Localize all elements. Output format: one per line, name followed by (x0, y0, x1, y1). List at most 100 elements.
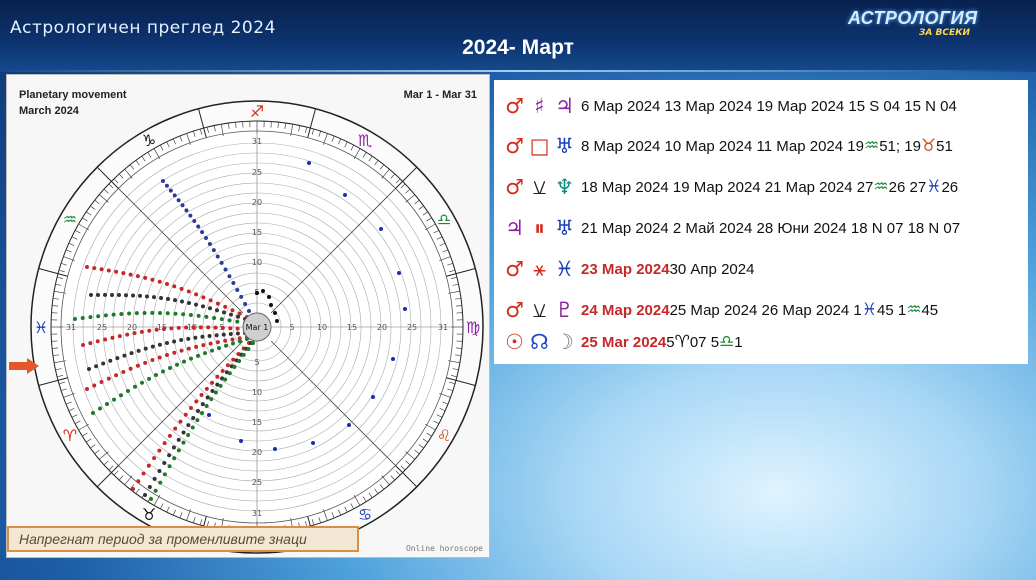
cancer-icon: ♋ (358, 505, 372, 524)
taurus-icon: ♉ (920, 136, 937, 156)
scale-label: 20 (252, 448, 262, 457)
semisquare-icon: ⚺ (532, 175, 547, 199)
aspect-row-3: ♂ ⚺ ♆ 18 Мар 2024 19 Мар 2024 21 Мар 202… (502, 175, 958, 199)
presentation-title: Астрологичен преглед 2024 (10, 18, 276, 38)
scale-label: 25 (407, 323, 417, 332)
aspect-row-1: ♂ ♯ ♃ 6 Мар 2024 13 Мар 2024 19 Мар 2024… (502, 94, 957, 118)
aquarius-icon: ♒ (863, 136, 880, 156)
chart-footer: Online horoscope (405, 544, 483, 553)
aspect-degree: 26 (941, 178, 959, 196)
moon-icon: ☽ (555, 330, 574, 354)
aspects-panel: ♂ ♯ ♃ 6 Мар 2024 13 Мар 2024 19 Мар 2024… (494, 80, 1028, 364)
scale-label: 31 (66, 323, 76, 332)
aspect-degree: 07 5 (689, 333, 720, 351)
parallel-icon: ♯ (534, 94, 545, 118)
libra-icon: ♎ (437, 210, 451, 229)
chart-center-label: Mar 1 (246, 323, 269, 332)
aspect-row-4: ♃ ⏸ ♅ 21 Мар 2024 2 Май 2024 28 Юни 2024… (502, 216, 960, 240)
mars-icon: ♂ (505, 94, 524, 118)
sun-icon: ☉ (505, 330, 524, 354)
chart-subtitle: March 2024 (19, 105, 79, 117)
aries-icon: ♈ (674, 332, 690, 352)
scale-label: 25 (252, 478, 262, 487)
libra-icon: ♎ (719, 332, 735, 352)
scale-label: 10 (252, 258, 262, 267)
virgo-icon: ♍ (466, 318, 480, 337)
scale-label: 10 (317, 323, 327, 332)
aspect-exact-date: 25 Маr 2024 (581, 333, 667, 351)
aspect-dates: 30 Апр 2024 (669, 260, 755, 278)
square-icon: □ (529, 134, 550, 158)
scorpio-icon: ♏ (358, 131, 372, 150)
pisces-icon: ♓ (861, 300, 877, 320)
scale-label: 5 (254, 358, 259, 367)
zodiac-wheel: 3131313125252525202020201515151510101010… (30, 100, 484, 554)
scale-label: 25 (252, 168, 262, 177)
chart-title: Planetary movement (19, 89, 127, 101)
pisces-icon: ♓ (34, 318, 48, 337)
mars-icon: ♂ (505, 257, 524, 281)
brand-logo: АСТРОЛОГИЯ ЗА ВСЕКИ (848, 8, 978, 42)
semisquare-icon: ⚺ (532, 298, 547, 322)
aspect-exact-date: 24 Мар 2024 (581, 301, 670, 319)
aspect-degree: 51 (936, 137, 953, 155)
aspect-degree: 1 (734, 333, 743, 351)
scale-label: 31 (252, 509, 262, 518)
jupiter-icon: ♃ (555, 94, 574, 118)
aspect-dates: 5 (666, 333, 675, 351)
logo-subtext: ЗА ВСЕКИ (919, 28, 970, 38)
aspect-dates: 21 Мар 2024 2 Май 2024 28 Юни 2024 18 N … (581, 219, 961, 237)
scale-label: 15 (347, 323, 357, 332)
scale-label: 20 (252, 198, 262, 207)
node-icon: ☊ (530, 330, 549, 354)
scale-label: 25 (97, 323, 107, 332)
aries-icon: ♈ (63, 426, 77, 445)
scale-label: 15 (252, 418, 262, 427)
aspect-degree: 45 1 (876, 301, 907, 319)
pluto-icon: ♇ (555, 298, 574, 322)
aspect-dates: 6 Мар 2024 13 Мар 2024 19 Мар 2024 15 S … (581, 97, 957, 115)
planetary-chart-panel: Planetary movement March 2024 Mar 1 - Ma… (6, 74, 490, 558)
capricorn-icon: ♑ (142, 131, 156, 150)
parallel-icon: ⏸ (534, 216, 545, 240)
aspect-degree: 45 (921, 301, 939, 319)
leo-icon: ♌ (437, 426, 451, 445)
uranus-icon: ♅ (555, 134, 574, 158)
pisces-icon: ♓ (926, 177, 942, 197)
header-band (0, 0, 1036, 72)
aspect-row-7: ☉ ☊ ☽ 25 Маr 2024 5 ♈ 07 5 ♎ 1 (502, 330, 743, 354)
jupiter-icon: ♃ (505, 216, 524, 240)
uranus-icon: ♅ (555, 216, 574, 240)
aspect-row-5: ♂ ⚹ ♓ 23 Мар 2024 30 Апр 2024 (502, 257, 754, 281)
pisces-icon: ♓ (555, 257, 574, 281)
scale-label: 31 (438, 323, 448, 332)
aspect-row-6: ♂ ⚺ ♇ 24 Мар 2024 25 Мар 2024 26 Мар 202… (502, 298, 938, 322)
slide-title: 2024- Март (462, 36, 574, 59)
aspect-exact-date: 23 Мар 2024 (581, 260, 670, 278)
pointer-arrow-icon (9, 358, 39, 374)
scale-label: 5 (289, 323, 294, 332)
scale-label: 20 (377, 323, 387, 332)
aquarius-icon: ♒ (63, 210, 77, 229)
aspect-dates: 18 Мар 2024 19 Мар 2024 21 Мар 2024 27 (581, 178, 874, 196)
neptune-icon: ♆ (555, 175, 574, 199)
aspect-degree: 26 27 (888, 178, 927, 196)
sagittarius-icon: ♐ (250, 102, 264, 121)
logo-text: АСТРОЛОГИЯ (848, 8, 978, 28)
scale-label: 10 (252, 388, 262, 397)
scale-label: 20 (127, 323, 137, 332)
aquarius-icon: ♒ (873, 177, 889, 197)
mars-icon: ♂ (505, 134, 524, 158)
aspect-row-2: ♂ □ ♅ 8 Мар 2024 10 Мар 2024 11 Мар 2024… (502, 134, 953, 158)
aspect-dates: 25 Мар 2024 26 Мар 2024 1 (669, 301, 862, 319)
chart-date-range: Mar 1 - Mar 31 (403, 89, 477, 101)
aspect-dates: 8 Мар 2024 10 Мар 2024 11 Мар 2024 19 (581, 137, 864, 155)
header-divider (0, 70, 1036, 72)
scale-label: 15 (252, 228, 262, 237)
aspect-degree: 51; 19 (879, 137, 921, 155)
scale-label: 15 (157, 323, 167, 332)
scale-label: 31 (252, 137, 262, 146)
caption-note: Напрегнат период за променливите знаци (7, 526, 359, 552)
mars-icon: ♂ (505, 175, 524, 199)
mars-icon: ♂ (505, 298, 524, 322)
